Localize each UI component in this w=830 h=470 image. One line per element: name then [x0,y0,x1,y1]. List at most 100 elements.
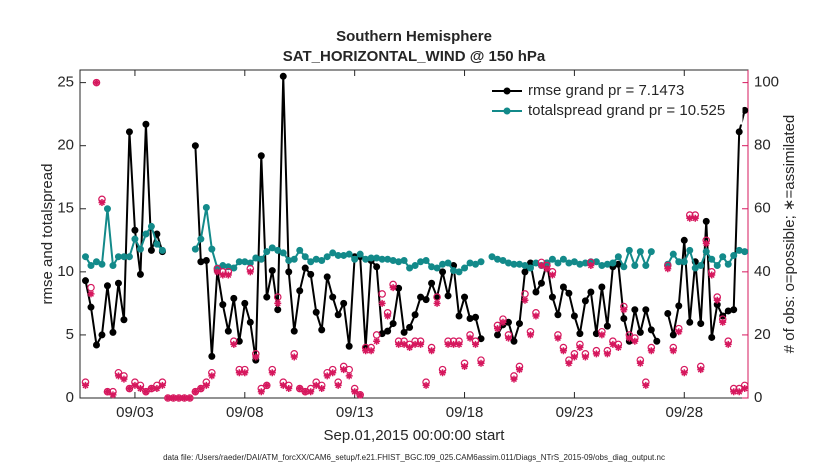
point [92,341,100,349]
chart-title: Southern Hemisphere [336,28,492,45]
point [191,245,199,253]
point [636,248,644,256]
point [708,333,716,341]
point [395,340,403,348]
point [323,253,331,261]
point [257,152,265,160]
x-tick-label: 09/18 [446,404,484,421]
point [433,264,441,272]
point [345,250,353,258]
point [741,248,749,256]
point [356,250,364,258]
x-tick-label: 09/13 [336,404,374,421]
point [554,334,562,342]
point [499,256,507,264]
point [164,394,172,402]
point [158,381,166,389]
point [664,265,672,273]
point [263,381,271,389]
point [147,385,155,393]
point [735,128,743,136]
point [587,288,595,296]
point [713,296,721,304]
point [263,248,271,256]
point [202,204,210,212]
point [312,308,320,316]
point [532,259,540,267]
y2-tick-label: 80 [754,137,771,154]
x-tick-label: 09/08 [226,404,264,421]
point [340,366,348,374]
point [581,297,589,305]
point [92,258,100,266]
point [241,369,249,377]
point [323,372,331,380]
point [114,279,122,287]
point [153,385,161,393]
point [735,388,743,396]
point [109,328,117,336]
point [450,340,458,348]
point [345,372,353,380]
point [675,302,683,310]
point [697,320,705,328]
point [274,306,282,314]
point [625,246,633,254]
y2-tick-label: 0 [754,389,762,406]
point [532,288,540,296]
point [609,259,617,267]
point [81,253,89,261]
y-tick-label: 5 [66,326,74,343]
point [373,263,381,271]
point [175,394,183,402]
point [197,235,205,243]
point [532,312,540,320]
y-tick-label: 15 [57,200,74,217]
point [461,264,469,272]
point [724,340,732,348]
point [730,251,738,259]
point [686,318,694,326]
point [730,306,738,314]
point [290,327,298,335]
y2-tick-label: 20 [754,326,771,343]
point [169,394,177,402]
point [548,255,556,263]
point [548,271,556,279]
point [587,262,595,270]
point [702,248,710,256]
point [686,246,694,254]
point [411,311,419,319]
point [477,258,485,266]
x-axis-label: Sep.01,2015 00:00:00 start [324,427,506,444]
point [109,262,117,270]
point [592,350,600,358]
point [301,253,309,261]
point [252,353,260,361]
point [103,388,111,396]
y2-axis-label: # of obs: o=possible; ∗=assimilated [781,115,798,354]
point [230,264,238,272]
y-tick-label: 20 [57,137,74,154]
point [268,369,276,377]
point [631,306,639,314]
point [81,277,89,285]
point [125,385,133,393]
point [702,239,710,247]
point [581,353,589,361]
point [488,253,496,261]
point [554,259,562,267]
point [455,268,463,276]
point [510,337,518,345]
point [636,328,644,336]
point [131,381,139,389]
point [290,255,298,263]
point [87,283,95,292]
point [384,312,392,320]
point [351,255,359,263]
point [444,259,452,267]
point [329,293,337,301]
point [131,235,139,243]
point [147,246,155,254]
point [669,347,677,355]
